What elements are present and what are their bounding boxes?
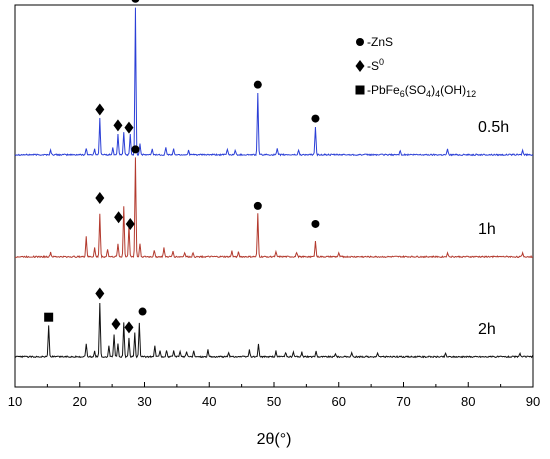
peak-marker-0.5h-0	[131, 0, 140, 3]
plot-frame	[14, 4, 534, 388]
x-tick-label-10: 10	[8, 394, 22, 409]
series-line-2h	[14, 303, 534, 359]
x-tick-label-30: 30	[137, 394, 151, 409]
legend-label-2: -PbFe6(SO4)4(OH)12	[367, 83, 476, 99]
x-axis-ticks: 10 20 30 40 50 60 70 80 90	[8, 382, 540, 409]
peak-marker-1h-1	[253, 201, 262, 210]
x-tick-label-20: 20	[73, 394, 87, 409]
peak-marker-2h-4	[138, 307, 147, 316]
peak-marker-1h-2	[311, 219, 320, 228]
x-tick-label-40: 40	[202, 394, 216, 409]
peak-marker-2h-2	[111, 317, 121, 330]
peak-marker-1h-0	[131, 145, 140, 154]
peak-marker-2h-3	[124, 321, 134, 334]
series-label-layer: 0.5h 1h 2h	[478, 119, 509, 338]
peak-marker-1h-3	[95, 191, 105, 204]
x-tick-label-70: 70	[396, 394, 410, 409]
series-line-0.5h	[14, 7, 534, 157]
series-label-0.5h: 0.5h	[478, 119, 509, 136]
legend: -ZnS -S0 -PbFe6(SO4)4(OH)12	[355, 35, 476, 99]
peak-marker-0.5h-2	[311, 114, 320, 123]
legend-marker-diamond	[355, 60, 365, 72]
marker-layer	[44, 0, 320, 334]
x-tick-label-50: 50	[267, 394, 281, 409]
legend-label-1: -S0	[367, 57, 384, 73]
peak-marker-0.5h-5	[124, 121, 134, 134]
peak-marker-0.5h-3	[95, 103, 105, 116]
series-line-1h	[14, 157, 534, 259]
legend-label-0: -ZnS	[367, 35, 393, 49]
peak-marker-1h-5	[125, 217, 135, 230]
x-tick-label-80: 80	[461, 394, 475, 409]
legend-marker-square	[355, 85, 365, 95]
series-layer	[14, 7, 534, 359]
x-axis-label: 2θ(°)	[257, 431, 292, 448]
legend-marker-circle	[356, 38, 364, 46]
peak-marker-0.5h-1	[253, 80, 262, 89]
series-label-2h: 2h	[478, 321, 496, 338]
peak-marker-2h-0	[44, 312, 54, 322]
series-label-1h: 1h	[478, 221, 496, 238]
peak-marker-0.5h-4	[113, 119, 123, 132]
x-tick-label-60: 60	[332, 394, 346, 409]
x-tick-label-90: 90	[526, 394, 540, 409]
peak-marker-2h-1	[95, 287, 105, 300]
peak-marker-1h-4	[114, 211, 124, 224]
